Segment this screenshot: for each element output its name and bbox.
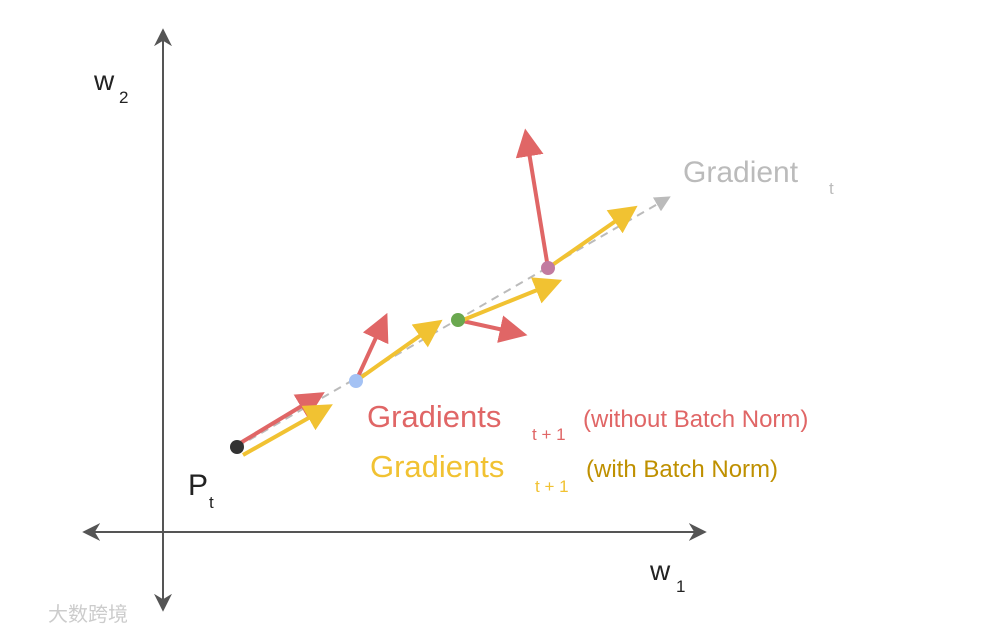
point bbox=[541, 261, 555, 275]
point-label-sub: t bbox=[209, 493, 214, 512]
legend-label-sub: t + 1 bbox=[532, 425, 566, 444]
arrow bbox=[354, 312, 389, 382]
watermark: 大数跨境 bbox=[48, 603, 128, 626]
legend-note: (with Batch Norm) bbox=[586, 456, 778, 483]
legend-label: Gradients bbox=[370, 449, 504, 484]
gradient-label-sub: t bbox=[829, 179, 834, 198]
axes bbox=[82, 28, 707, 612]
arrow bbox=[457, 315, 528, 343]
gradient-label: Gradient bbox=[683, 156, 799, 189]
point bbox=[451, 313, 465, 327]
axis-label: w bbox=[93, 65, 115, 96]
arrow bbox=[235, 392, 325, 447]
axis-label: w bbox=[649, 555, 671, 586]
arrow bbox=[242, 404, 333, 457]
legend-label-sub: t + 1 bbox=[535, 477, 569, 496]
point bbox=[349, 374, 363, 388]
axis-label-sub: 1 bbox=[676, 577, 685, 596]
legend-note: (without Batch Norm) bbox=[583, 406, 808, 433]
yellow-arrows bbox=[242, 205, 638, 457]
axis-label-sub: 2 bbox=[119, 88, 128, 107]
red-arrows bbox=[235, 128, 550, 447]
arrow bbox=[546, 205, 638, 270]
arrow bbox=[515, 128, 550, 269]
point-label: P bbox=[188, 469, 208, 502]
arrow bbox=[457, 277, 563, 324]
point bbox=[230, 440, 244, 454]
legend-label: Gradients bbox=[367, 399, 501, 434]
arrow bbox=[354, 319, 443, 383]
